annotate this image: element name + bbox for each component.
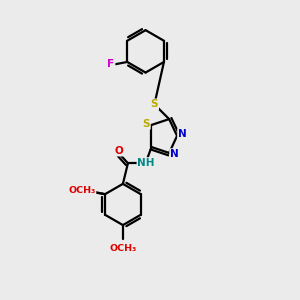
Text: O: O — [76, 186, 85, 196]
Text: OCH₃: OCH₃ — [68, 186, 96, 195]
Text: O: O — [76, 186, 85, 196]
Text: N: N — [178, 129, 187, 139]
Text: OCH₃: OCH₃ — [109, 244, 136, 253]
Text: NH: NH — [137, 158, 155, 168]
Text: F: F — [107, 59, 115, 69]
Text: O: O — [114, 146, 123, 156]
Text: N: N — [170, 149, 179, 159]
Text: S: S — [151, 99, 158, 110]
Text: S: S — [142, 119, 150, 129]
